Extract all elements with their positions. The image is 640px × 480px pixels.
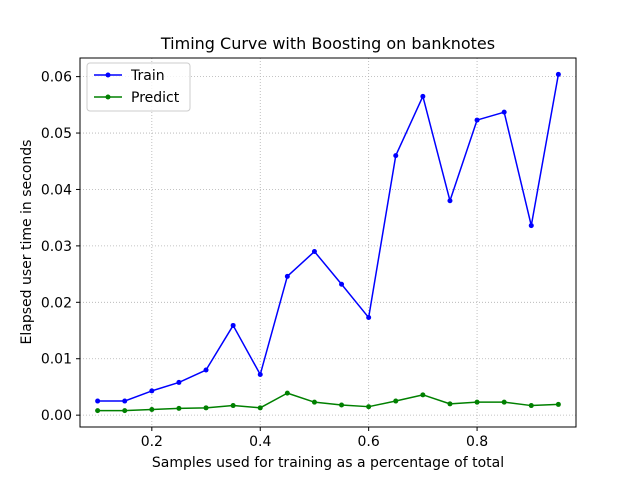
data-point-train — [176, 379, 182, 385]
data-point-train — [366, 315, 372, 321]
data-point-predict — [284, 390, 290, 396]
data-point-predict — [366, 404, 372, 410]
legend-marker-predict — [105, 94, 111, 100]
data-point-train — [447, 198, 453, 204]
plot-frame — [79, 57, 577, 428]
y-tick-label: 0.04 — [41, 182, 72, 198]
data-point-predict — [95, 408, 101, 414]
data-point-predict — [447, 401, 453, 407]
legend: Train Predict — [86, 62, 191, 112]
data-point-predict — [420, 392, 426, 398]
legend-marker-train — [105, 72, 111, 78]
data-point-train — [420, 93, 426, 99]
data-point-predict — [501, 399, 507, 405]
legend-label-train: Train — [130, 68, 165, 84]
series-line-train — [97, 74, 560, 402]
x-tick-label: 0.4 — [249, 434, 271, 450]
tick-layer: 0.2 0.4 0.6 0.8 0.00 0.01 0.02 0.03 0.04 0.05 0.06 — [41, 70, 488, 450]
data-point-train — [528, 223, 534, 229]
y-tick-label: 0.05 — [41, 126, 72, 142]
series-train — [95, 71, 561, 404]
data-point-train — [230, 322, 236, 328]
data-point-train — [393, 153, 399, 159]
series-layer — [95, 71, 561, 414]
data-point-train — [257, 372, 263, 378]
data-point-train — [339, 281, 345, 287]
data-point-predict — [203, 405, 209, 411]
data-point-predict — [257, 405, 263, 411]
data-point-predict — [149, 407, 155, 413]
data-point-predict — [311, 399, 317, 405]
y-tick-label: 0.03 — [41, 239, 72, 255]
x-tick-label: 0.6 — [358, 434, 380, 450]
data-point-train — [474, 117, 480, 123]
data-point-train — [311, 249, 317, 255]
y-tick-label: 0.06 — [41, 70, 72, 86]
series-predict — [95, 390, 561, 414]
data-point-predict — [474, 399, 480, 405]
data-point-predict — [555, 401, 561, 407]
data-point-predict — [230, 403, 236, 409]
data-point-train — [122, 398, 128, 404]
legend-label-predict: Predict — [131, 90, 180, 106]
series-line-predict — [97, 392, 559, 412]
data-point-predict — [122, 408, 128, 414]
y-tick-label: 0.01 — [41, 352, 72, 368]
y-tick-label: 0.00 — [41, 408, 72, 424]
data-point-train — [95, 398, 101, 404]
data-point-predict — [393, 398, 399, 404]
x-axis-label: Samples used for training as a percentag… — [152, 455, 504, 471]
y-tick-label: 0.02 — [41, 295, 72, 311]
chart-title: Timing Curve with Boosting on banknotes — [160, 34, 495, 53]
x-tick-label: 0.8 — [466, 434, 488, 450]
data-point-train — [555, 71, 561, 77]
data-point-train — [203, 367, 209, 373]
data-point-predict — [528, 403, 534, 409]
data-point-train — [284, 273, 290, 279]
data-point-train — [149, 388, 155, 394]
data-point-predict — [339, 402, 345, 408]
data-point-train — [501, 109, 507, 115]
y-axis-label: Elapsed user time in seconds — [19, 140, 35, 345]
x-tick-label: 0.2 — [141, 434, 163, 450]
data-point-predict — [176, 405, 182, 411]
